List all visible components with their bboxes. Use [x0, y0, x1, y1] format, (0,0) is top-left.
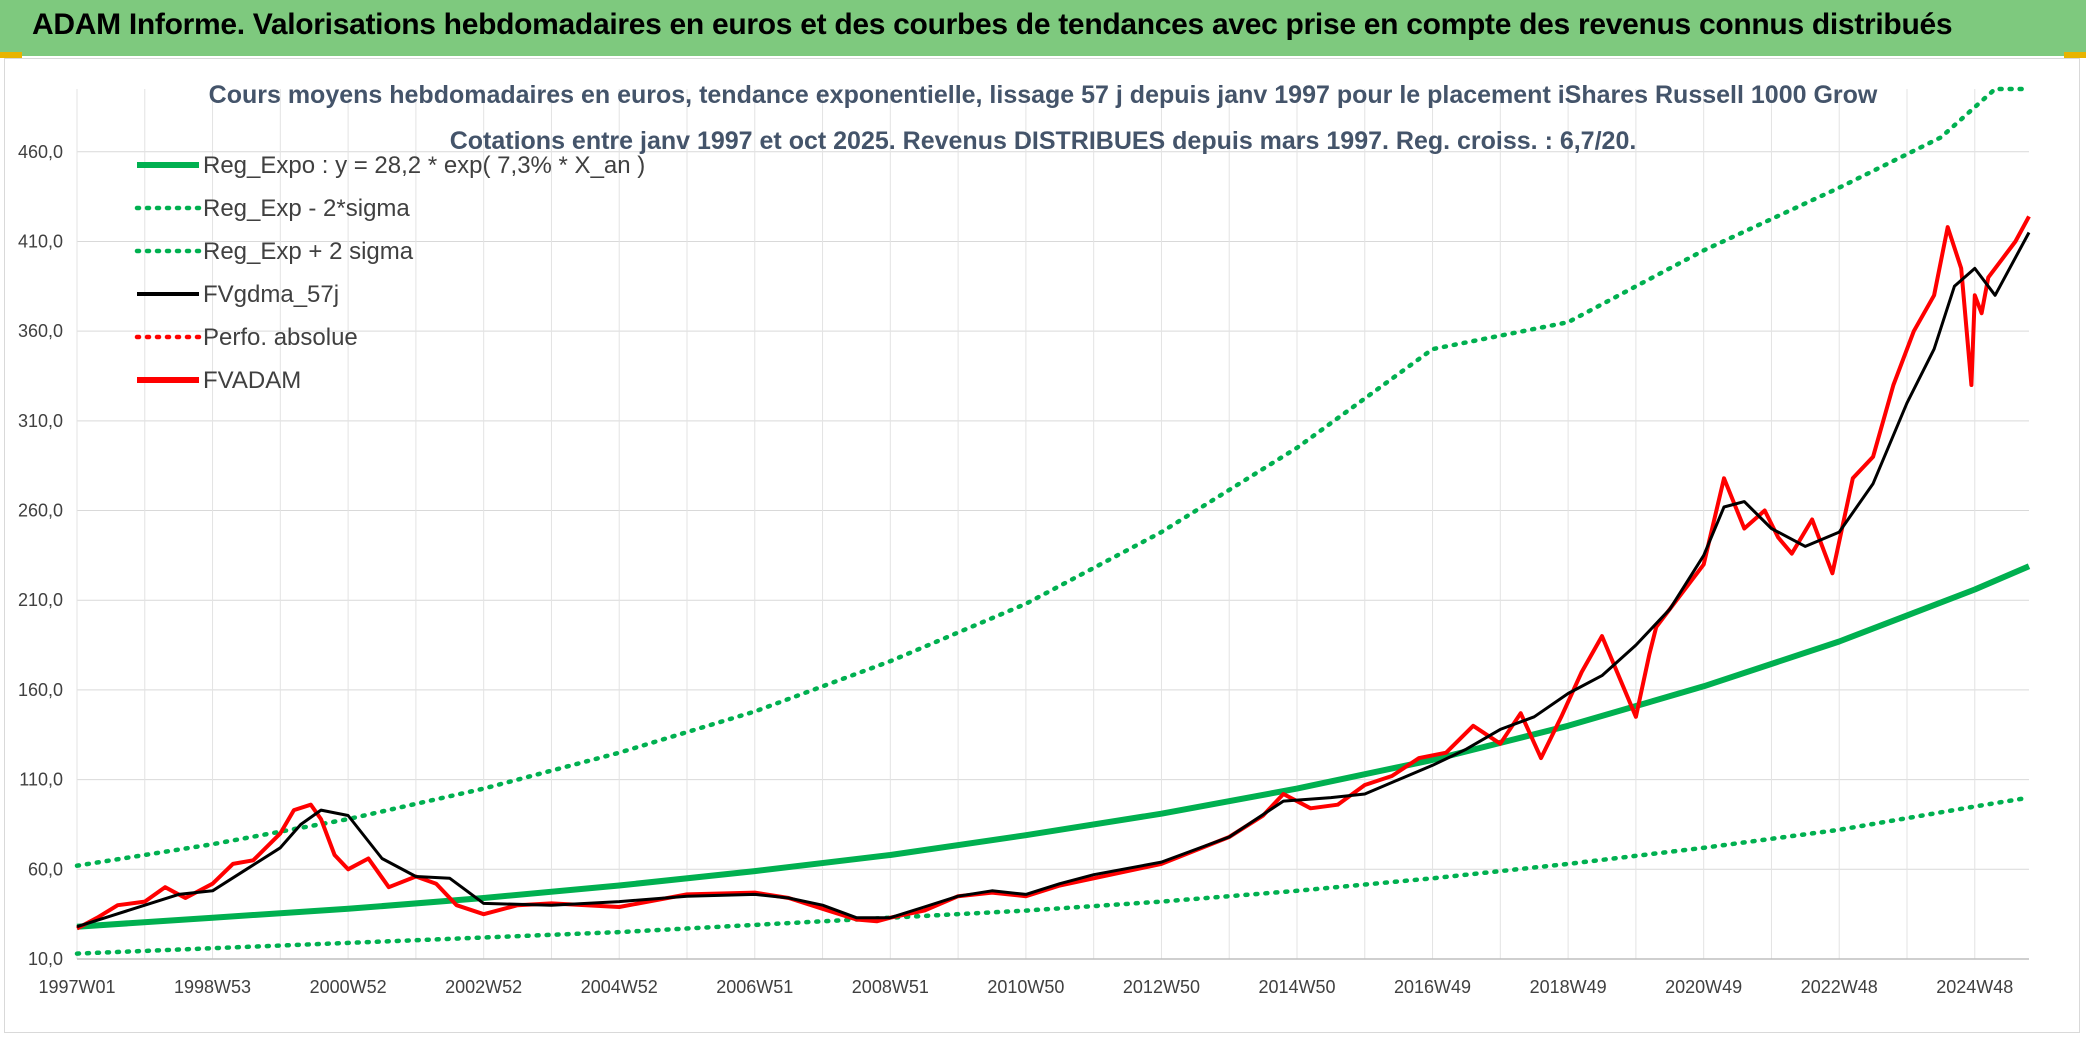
x-tick-label: 2018W49	[1530, 977, 1607, 997]
banner-accent-left	[0, 52, 22, 58]
legend-label: Reg_Exp + 2 sigma	[203, 238, 414, 265]
report-title: ADAM Informe. Valorisations hebdomadaire…	[32, 8, 1953, 41]
x-tick-label: 2012W50	[1123, 977, 1200, 997]
x-tick-label: 2020W49	[1665, 977, 1742, 997]
legend-label: FVgdma_57j	[203, 281, 339, 308]
y-tick-label: 10,0	[28, 949, 63, 969]
y-tick-label: 210,0	[18, 590, 63, 610]
x-tick-label: 2006W51	[716, 977, 793, 997]
series-reg-exp-2-sigma	[74, 86, 2032, 868]
series-fvgdma-57j	[76, 231, 2031, 929]
chart-title-line2: Cotations entre janv 1997 et oct 2025. R…	[450, 127, 1637, 155]
y-tick-label: 360,0	[18, 321, 63, 341]
x-tick-label: 2002W52	[445, 977, 522, 997]
legend-label: Reg_Expo : y = 28,2 * exp( 7,3% * X_an )	[203, 152, 645, 179]
axes: 10,0 60,0 110,0 160,0 210,0 260,0 310,0 360,0 41…	[18, 142, 2029, 997]
series-fvadam	[76, 215, 2031, 931]
legend-label: Reg_Exp - 2*sigma	[203, 195, 410, 222]
x-tick-label: 2022W48	[1801, 977, 1878, 997]
y-tick-label: 310,0	[18, 411, 63, 431]
report-banner: ADAM Informe. Valorisations hebdomadaire…	[0, 0, 2086, 56]
x-tick-label: 2004W52	[581, 977, 658, 997]
chart-area: 10,0 60,0 110,0 160,0 210,0 260,0 310,0 360,0 41…	[4, 58, 2080, 1033]
y-tick-label: 460,0	[18, 142, 63, 162]
legend-label: FVADAM	[203, 367, 301, 394]
x-tick-label: 2024W48	[1936, 977, 2013, 997]
y-tick-label: 160,0	[18, 680, 63, 700]
y-tick-label: 260,0	[18, 501, 63, 521]
banner-accent-right	[2064, 52, 2086, 58]
series-layer	[74, 86, 2032, 956]
x-tick-label: 2000W52	[310, 977, 387, 997]
x-tick-label: 2016W49	[1394, 977, 1471, 997]
series-reg-exp-2-sigma	[74, 795, 2032, 956]
chart-title-line1: Cours moyens hebdomadaires en euros, ten…	[209, 81, 1878, 109]
gridlines	[76, 89, 2029, 960]
line-chart: 10,0 60,0 110,0 160,0 210,0 260,0 310,0 360,0 41…	[18, 81, 2032, 997]
y-tick-label: 60,0	[28, 859, 63, 879]
y-tick-label: 110,0	[19, 770, 63, 790]
y-tick-label: 410,0	[18, 231, 63, 251]
x-tick-label: 1997W01	[38, 977, 115, 997]
x-tick-label: 2010W50	[987, 977, 1064, 997]
legend-label: Perfo. absolue	[203, 324, 358, 351]
x-tick-label: 2014W50	[1258, 977, 1335, 997]
x-tick-label: 2008W51	[852, 977, 929, 997]
series-reg-expo	[76, 563, 2031, 930]
legend: Reg_Expo : y = 28,2 * exp( 7,3% * X_an )…	[134, 152, 645, 394]
x-tick-label: 1998W53	[174, 977, 251, 997]
